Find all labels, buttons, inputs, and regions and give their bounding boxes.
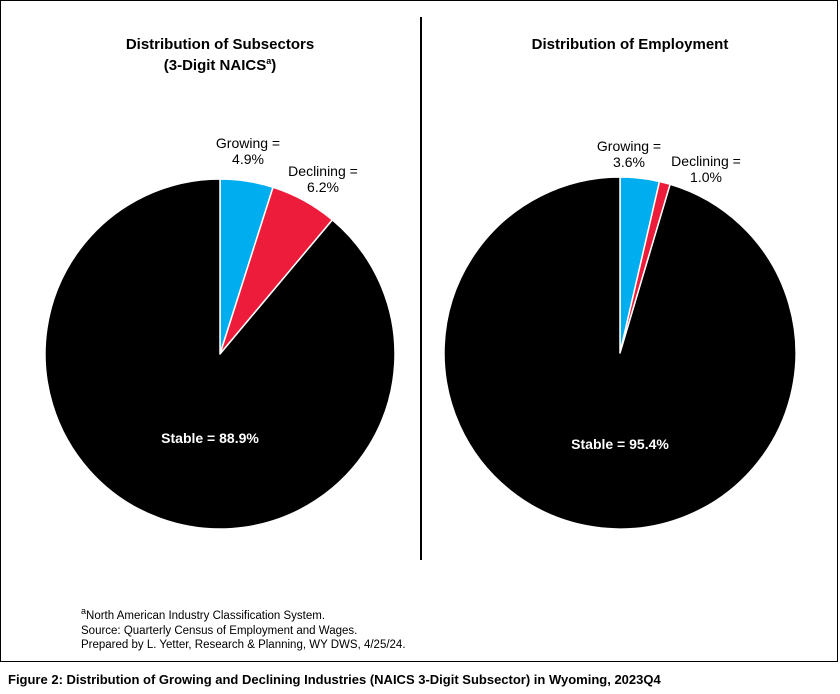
pie-charts-canvas: Growing = 4.9%Declining = 6.2% Stable = 88.… xyxy=(44,135,797,530)
footnote-prepared-by: Prepared by L. Yetter, Research & Planni… xyxy=(81,639,406,651)
footnote-naics: aNorth American Industry Classification … xyxy=(81,606,326,622)
pie-employment-label-1: Declining = 1.0% xyxy=(671,153,741,185)
left-chart-title-line1: Distribution of Subsectors xyxy=(125,36,315,53)
figure-caption: Figure 2: Distribution of Growing and De… xyxy=(8,672,661,687)
chart-divider xyxy=(420,17,422,560)
pie-employment-slice-2 xyxy=(443,176,797,530)
left-chart-title-line2: (3-Digit NAICSa) xyxy=(163,56,277,75)
title-superscript: a xyxy=(266,56,272,66)
left-chart-title: Distribution of Subsectors (3-Digit NAIC… xyxy=(60,34,380,76)
pie-subsectors-label-1: Declining = 6.2% xyxy=(288,163,358,195)
right-chart-title: Distribution of Employment xyxy=(531,36,729,53)
pie-subsectors-label-0: Growing = 4.9% xyxy=(216,135,280,167)
footnote-source: Source: Quarterly Census of Employment a… xyxy=(81,624,358,637)
footnotes: aNorth American Industry Classification … xyxy=(81,606,406,653)
pie-subsectors-slice-2 xyxy=(44,178,396,530)
pie-employment-label-0: Growing = 3.6% xyxy=(597,138,661,170)
pie-subsectors-label-2: Stable = 88.9% xyxy=(161,430,259,446)
pie-employment-label-2: Stable = 95.4% xyxy=(571,436,669,452)
